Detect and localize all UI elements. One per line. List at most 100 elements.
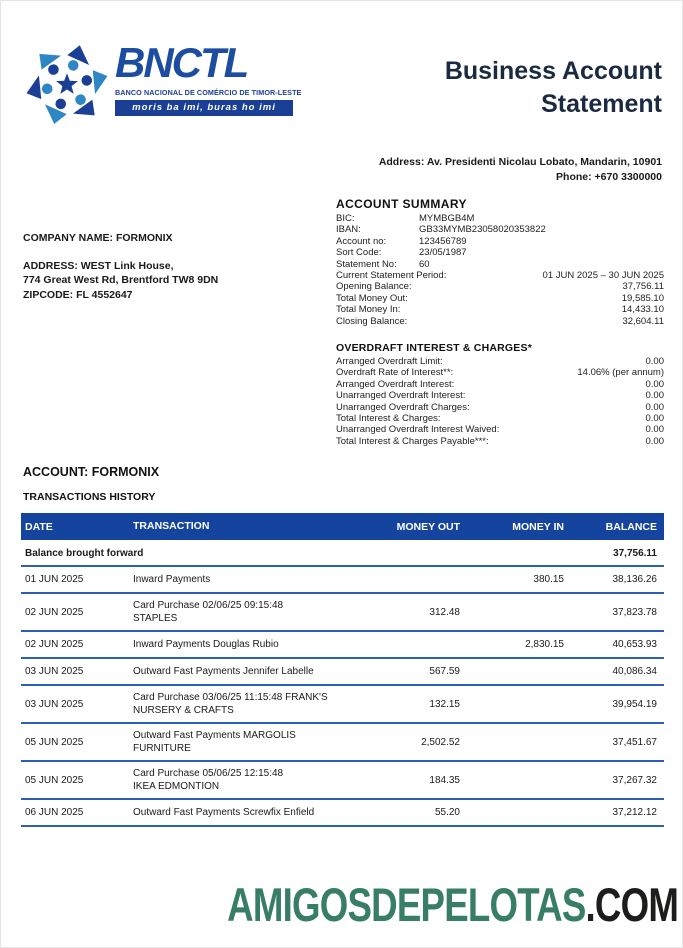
summary-label: IBAN: (336, 224, 361, 236)
summary-value: 23/05/1987 (419, 247, 467, 259)
summary-value: 01 JUN 2025 – 30 JUN 2025 (542, 270, 664, 282)
bnctl-pinwheel-logo-icon (26, 45, 108, 124)
watermark-brand-black: .COM (585, 878, 678, 931)
col-header-balance: BALANCE (605, 520, 657, 533)
customer-address-line2: 774 Great West Rd, Brentford TW8 9DN (23, 274, 219, 287)
overdraft-label: Total Interest & Charges Payable***: (336, 435, 489, 447)
bank-phone-line: Phone: +670 3300000 (556, 170, 662, 183)
table-row: 03 JUN 2025 Card Purchase 03/06/25 11:15… (21, 686, 664, 724)
summary-row-opening-balance: Opening Balance: 37,756.11 (336, 281, 664, 292)
cell-transaction: Outward Fast Payments Jennifer Labelle (133, 666, 314, 677)
col-header-date: DATE (25, 520, 53, 533)
customer-info: COMPANY NAME: FORMONIX ADDRESS: WEST Lin… (23, 231, 218, 303)
summary-value: MYMBGB4M (419, 213, 475, 224)
cell-date: 03 JUN 2025 (25, 666, 84, 677)
table-row-opening-balance: Balance brought forward 37,756.11 (21, 540, 664, 567)
cell-date: 06 JUN 2025 (25, 807, 84, 818)
overdraft-value: 0.00 (645, 424, 665, 436)
overdraft-value: 0.00 (645, 401, 665, 413)
cell-date: 05 JUN 2025 (25, 736, 84, 748)
cell-balance: 39,954.19 (612, 698, 658, 710)
cell-money-out: 132.15 (429, 698, 460, 710)
summary-value: 123456789 (419, 235, 467, 247)
statement-title-line2: Statement (541, 89, 662, 118)
account-heading: ACCOUNT: FORMONIX (23, 465, 160, 479)
overdraft-row: Overdraft Rate of Interest**: 14.06% (per… (336, 367, 664, 378)
overdraft-row: Total Interest & Charges Payable***: 0.00 (336, 436, 664, 447)
account-summary-section: ACCOUNT SUMMARY BIC: MYMBGB4M IBAN: GB33MY… (336, 197, 664, 327)
cell-balance: 37,823.78 (612, 606, 658, 618)
bnctl-logo: BNCTL BANCO NACIONAL DE COMÉRCIO DE TIMO… (23, 37, 301, 127)
cell-balance: 38,136.26 (612, 574, 658, 585)
overdraft-value: 0.00 (645, 378, 665, 390)
cell-date: 02 JUN 2025 (25, 606, 84, 618)
table-row: 02 JUN 2025 Card Purchase 02/06/25 09:15… (21, 594, 664, 632)
table-row: 03 JUN 2025 Outward Fast Payments Jennif… (21, 659, 664, 686)
summary-row-iban: IBAN: GB33MYMB23058020353822 (336, 224, 664, 235)
bank-address-line: Address: Av. Presidenti Nicolau Lobato, … (378, 156, 662, 168)
transactions-history-heading: TRANSACTIONS HISTORY (23, 491, 156, 503)
cell-balance: 37,267.32 (612, 774, 658, 786)
summary-label: Sort Code: (336, 247, 382, 259)
overdraft-section: OVERDRAFT INTEREST & CHARGES* Arranged O… (336, 342, 664, 447)
col-header-transaction: TRANSACTION (133, 520, 210, 532)
overdraft-row: Total Interest & Charges: 0.00 (336, 413, 664, 424)
table-row: 02 JUN 2025 Inward Payments Douglas Rubi… (21, 632, 664, 659)
overdraft-label: Arranged Overdraft Interest: (336, 378, 455, 390)
overdraft-row: Unarranged Overdraft Interest Waived: 0.0… (336, 424, 664, 435)
overdraft-value: 0.00 (645, 356, 665, 367)
statement-title-line1: Business Account (444, 57, 662, 85)
cell-money-out: 55.20 (434, 807, 460, 818)
overdraft-label: Unarranged Overdraft Interest: (336, 390, 466, 402)
summary-row-account-no: Account no: 123456789 (336, 236, 664, 247)
cell-date: 02 JUN 2025 (25, 639, 84, 650)
watermark-brand-green: AMIGOSDEPELOTAS (227, 878, 586, 931)
cell-transaction: Card Purchase 05/06/25 12:15:48 IKEA EDM… (133, 768, 284, 792)
overdraft-row: Arranged Overdraft Limit: 0.00 (336, 356, 664, 367)
account-summary-title: ACCOUNT SUMMARY (336, 197, 467, 211)
summary-value: 32,604.11 (622, 315, 664, 327)
summary-label: Closing Balance: (336, 315, 408, 327)
summary-label: Current Statement Period: (336, 270, 447, 282)
overdraft-label: Unarranged Overdraft Charges: (336, 401, 470, 413)
overdraft-row: Unarranged Overdraft Interest: 0.00 (336, 390, 664, 401)
table-row: 01 JUN 2025 Inward Payments 380.15 38,13… (21, 567, 664, 594)
summary-label: Total Money In: (336, 304, 401, 316)
overdraft-label: Unarranged Overdraft Interest Waived: (336, 424, 500, 436)
table-row: 05 JUN 2025 Card Purchase 05/06/25 12:15… (21, 762, 664, 800)
summary-value: 60 (419, 258, 430, 270)
cell-money-out: 312.48 (429, 606, 460, 618)
summary-row-statement-no: Statement No: 60 (336, 259, 664, 270)
table-row: 06 JUN 2025 Outward Fast Payments Screwf… (21, 800, 664, 827)
customer-address-line1: ADDRESS: WEST Link House, (23, 259, 174, 272)
cell-money-in: 380.15 (533, 574, 564, 585)
overdraft-label: Total Interest & Charges: (336, 413, 441, 425)
bnctl-logo-text: BNCTL BANCO NACIONAL DE COMÉRCIO DE TIMO… (115, 37, 301, 116)
summary-label: Statement No: (336, 258, 397, 270)
col-header-money-out: MONEY OUT (396, 520, 460, 533)
statement-title: Business Account Statement (445, 55, 662, 120)
summary-row-sort-code: Sort Code: 23/05/1987 (336, 247, 664, 258)
bnctl-wordmark: BNCTL (115, 39, 249, 86)
summary-row-total-in: Total Money In: 14,433.10 (336, 304, 664, 315)
summary-row-total-out: Total Money Out: 19,585.10 (336, 293, 664, 304)
overdraft-value: 0.00 (645, 390, 665, 402)
summary-value: GB33MYMB23058020353822 (419, 224, 546, 236)
summary-label: BIC: (336, 213, 355, 224)
cell-transaction: Inward Payments Douglas Rubio (133, 639, 279, 650)
table-row: 05 JUN 2025 Outward Fast Payments MARGOL… (21, 724, 664, 762)
summary-value: 14,433.10 (621, 304, 664, 316)
overdraft-label: Overdraft Rate of Interest**: (336, 367, 454, 379)
customer-zipcode: ZIPCODE: FL 4552647 (23, 289, 133, 302)
overdraft-row: Arranged Overdraft Interest: 0.00 (336, 379, 664, 390)
cell-date: 01 JUN 2025 (25, 574, 84, 585)
cell-transaction: Inward Payments (133, 574, 211, 585)
cell-balance: 40,086.34 (612, 666, 658, 677)
overdraft-value: 14.06% (per annum) (577, 367, 664, 379)
cell-transaction: Outward Fast Payments Screwfix Enfield (133, 807, 315, 818)
bank-tagline-banner: moris ba imi, buras ho imi (115, 99, 293, 116)
transactions-table: DATE TRANSACTION MONEY OUT MONEY IN BALA… (21, 513, 664, 827)
cell-balance: 37,756.11 (613, 548, 657, 559)
col-header-money-in: MONEY IN (512, 520, 564, 533)
